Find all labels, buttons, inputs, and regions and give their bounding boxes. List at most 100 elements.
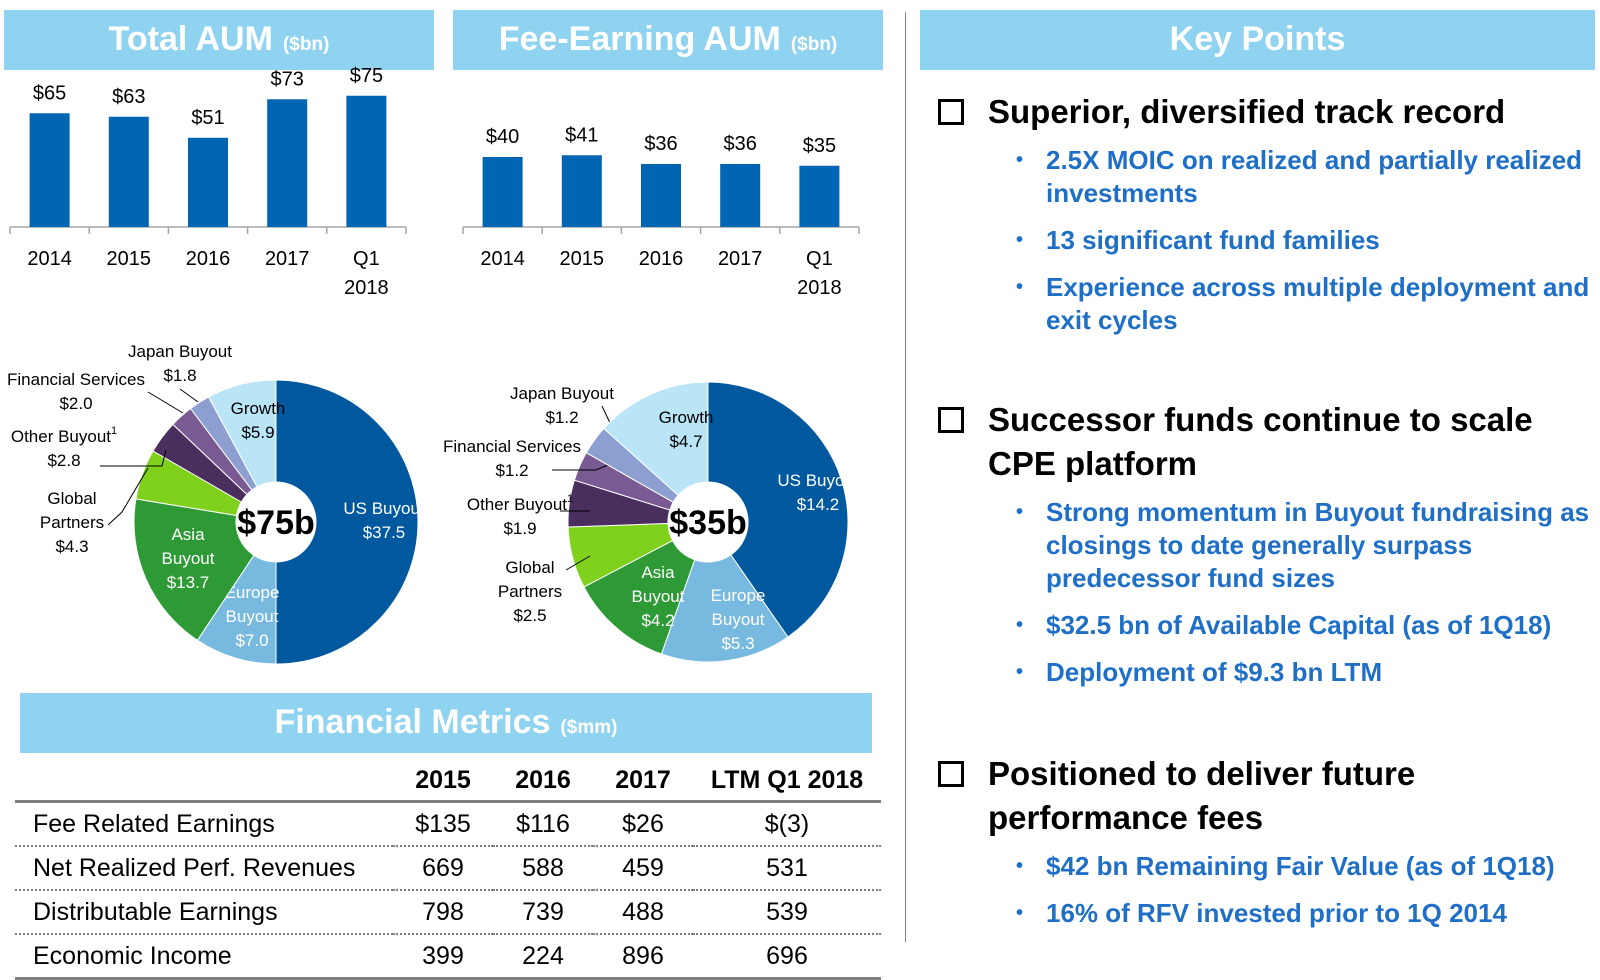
fee-aum-pie-leader-line [565, 555, 591, 571]
key-point-bullet: Deployment of $9.3 bn LTM [1016, 656, 1598, 689]
checkbox-icon [938, 761, 964, 787]
total-aum-data-label: $65 [33, 82, 66, 104]
fee-aum-bar [482, 157, 523, 227]
total-aum-pie-slice-name: Partners [40, 513, 104, 532]
table-cell: 459 [593, 846, 693, 891]
checkbox-icon [938, 407, 964, 433]
total-aum-header: Total AUM ($bn) [4, 10, 434, 70]
row-label: Distributable Earnings [15, 890, 393, 935]
total-aum-bar-chart: $65 2014 $63 2015 $51 2016 $73 2017 $75 Q1 2018 [9, 65, 407, 299]
fee-aum-bar [720, 164, 761, 227]
total-aum-pie-slice-name: US Buyout [343, 499, 425, 518]
total-aum-pie-slice-value: $1.8 [163, 366, 196, 385]
total-aum-data-label: $63 [112, 86, 145, 108]
total-aum-pie-slice-name: Buyout [226, 607, 279, 626]
fee-aum-title: Fee-Earning AUM [498, 20, 781, 58]
total-aum-pie-slice-value: $5.9 [241, 423, 274, 442]
total-aum-data-label: $75 [350, 65, 383, 87]
key-point-bullet: Experience across multiple deployment an… [1016, 271, 1598, 337]
total-aum-pie-slice-value: $2.8 [47, 451, 80, 470]
total-aum-pie-slice-name: Japan Buyout [128, 342, 232, 361]
fee-aum-header: Fee-Earning AUM ($bn) [453, 10, 883, 70]
total-aum-bar [188, 137, 228, 227]
key-point-bullet: $32.5 bn of Available Capital (as of 1Q1… [1016, 609, 1598, 642]
fee-aum-bar [561, 155, 602, 227]
total-aum-unit: ($bn) [282, 34, 330, 55]
fee-aum-category-label: 2016 [639, 248, 684, 270]
fee-aum-category-label: Q1 [806, 248, 833, 270]
key-point-section: Superior, diversified track record 2.5X … [938, 90, 1598, 351]
fee-aum-unit: ($bn) [790, 34, 838, 55]
key-point-title: Successor funds continue to scale CPE pl… [988, 401, 1533, 482]
row-label: Economic Income [15, 934, 393, 980]
charts-canvas: $652014$632015$512016$732017$75Q12018$40… [7, 65, 860, 665]
table-header-blank [15, 760, 393, 803]
total-aum-data-label: $73 [271, 68, 304, 90]
fee-aum-pie-slice-name: Buyout [632, 587, 685, 606]
fee-aum-pie-slice [707, 381, 849, 638]
table-cell: $(3) [693, 801, 881, 847]
fee-aum-pie-slice-value: $2.5 [513, 606, 546, 625]
key-point-bullet: $42 bn Remaining Fair Value (as of 1Q18) [1016, 850, 1598, 883]
table-row: Economic Income 399 224 896 696 [15, 934, 881, 980]
fee-aum-pie-total-label: $35b [669, 504, 747, 542]
table-cell: 531 [693, 846, 881, 891]
fee-aum-pie-slice-value: $4.7 [669, 432, 702, 451]
column-divider [905, 12, 906, 942]
fee-aum-bar [641, 164, 681, 227]
key-point-bullet: 13 significant fund families [1016, 224, 1598, 257]
fee-aum-pie-slice-value: $1.9 [503, 519, 536, 538]
fee-aum-pie-slice-value: $1.2 [545, 408, 578, 427]
table-row: Distributable Earnings 798 739 488 539 [15, 890, 881, 935]
fee-aum-pie-slice-name: US Buyout [777, 471, 859, 490]
financial-metrics-table: 2015 2016 2017 LTM Q1 2018 Fee Related E… [15, 760, 881, 980]
total-aum-pie-slice-name: Asia [171, 525, 205, 544]
total-aum-category-label: 2016 [186, 248, 231, 270]
table-cell: 739 [493, 890, 593, 935]
fee-aum-data-label: $36 [644, 133, 677, 155]
fee-aum-pie-donut-chart: US Buyout $14.2 Europe Buyout $5.3 Asia Buyout… [443, 381, 859, 663]
fee-aum-pie-slice-name: Global [505, 558, 554, 577]
table-cell: 696 [693, 934, 881, 980]
key-point-bullet: 2.5X MOIC on realized and partially real… [1016, 144, 1598, 210]
fee-aum-pie-slice-value: $14.2 [797, 495, 840, 514]
fee-aum-data-label: $41 [565, 124, 598, 146]
row-label: Net Realized Perf. Revenues [15, 846, 393, 891]
fee-aum-pie-slice-name: Financial Services [443, 437, 581, 456]
total-aum-pie-leader-line [147, 391, 184, 414]
total-aum-title: Total AUM [108, 20, 273, 58]
total-aum-data-label: $51 [191, 107, 224, 129]
key-point-title: Positioned to deliver future performance… [988, 755, 1416, 836]
total-aum-category-label: 2018 [344, 277, 389, 299]
financial-metrics-header: Financial Metrics ($mm) [20, 693, 872, 753]
total-aum-pie-slice-value: $37.5 [363, 523, 406, 542]
total-aum-pie-total-label: $75b [237, 504, 315, 542]
checkbox-icon [938, 99, 964, 125]
fee-aum-pie-slice [660, 554, 789, 663]
fee-aum-pie-slice [583, 539, 696, 655]
table-cell: 588 [493, 846, 593, 891]
fee-aum-pie-slice-name: Partners [498, 582, 562, 601]
total-aum-bar [29, 113, 70, 227]
table-cell: 896 [593, 934, 693, 980]
table-row: Fee Related Earnings $135 $116 $26 $(3) [15, 801, 881, 847]
total-aum-category-label: Q1 [353, 248, 380, 270]
fee-aum-category-label: 2018 [797, 277, 842, 299]
key-point-section: Positioned to deliver future performance… [938, 752, 1598, 944]
total-aum-pie-slice [275, 379, 419, 665]
total-aum-pie-donut-chart: US Buyout $37.5 Europe Buyout $7.0 Asia Buyout… [7, 342, 425, 665]
table-header-2017: 2017 [593, 760, 693, 803]
financial-metrics-unit: ($mm) [560, 717, 618, 738]
fee-aum-pie-slice [603, 381, 709, 496]
total-aum-pie-slice-value: $4.3 [55, 537, 88, 556]
key-points-header: Key Points [920, 10, 1595, 70]
fee-aum-pie-slice-name: Japan Buyout [510, 384, 614, 403]
row-label: Fee Related Earnings [15, 801, 393, 847]
table-cell: 798 [393, 890, 493, 935]
table-cell: 488 [593, 890, 693, 935]
fee-aum-pie-slice-name: Other Buyout1 [467, 493, 573, 514]
fee-aum-pie-slice-name: Buyout [712, 610, 765, 629]
table-cell: $135 [393, 801, 493, 847]
key-point-section: Successor funds continue to scale CPE pl… [938, 398, 1598, 703]
fee-aum-data-label: $36 [724, 133, 757, 155]
